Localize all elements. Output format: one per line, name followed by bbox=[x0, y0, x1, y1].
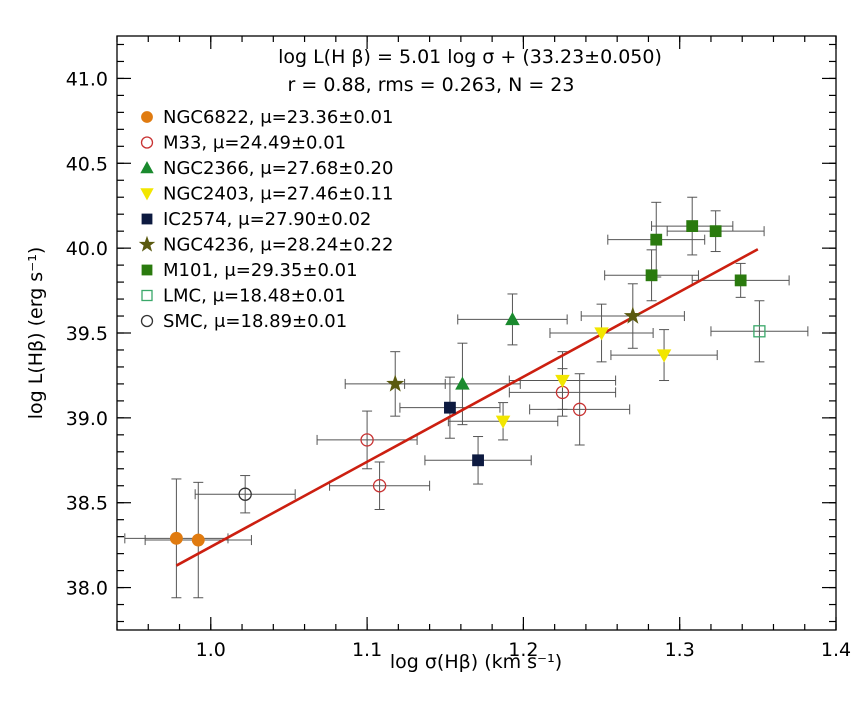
data-markers bbox=[169, 220, 766, 547]
legend-entry: NGC2403, μ=27.46±0.11 bbox=[140, 184, 393, 205]
data-point-square bbox=[141, 213, 153, 225]
axis-tick-labels: 1.0 1.1 1.2 1.3 1.4 38.0 38.5 39.0 39.5 40.0 40.5 4… bbox=[66, 68, 851, 661]
legend-label: NGC4236, μ=28.24±0.22 bbox=[163, 235, 393, 256]
data-point-triangle-down bbox=[495, 415, 511, 429]
legend-label: NGC2403, μ=27.46±0.11 bbox=[163, 184, 393, 205]
y-tick-label: 40.5 bbox=[66, 153, 108, 175]
data-point-circle bbox=[360, 433, 374, 447]
y-tick-label: 39.5 bbox=[66, 323, 108, 345]
data-point-square bbox=[141, 289, 153, 302]
data-point-square bbox=[650, 233, 663, 246]
data-point-circle bbox=[191, 533, 205, 547]
data-point-star bbox=[138, 235, 156, 252]
data-point-triangle-up bbox=[505, 311, 520, 326]
axis-ticks bbox=[116, 36, 837, 630]
data-point-square bbox=[472, 454, 484, 467]
data-point-square bbox=[686, 220, 699, 232]
y-tick-label: 38.5 bbox=[66, 493, 108, 515]
data-point-circle bbox=[169, 531, 183, 545]
data-point-circle bbox=[140, 136, 154, 149]
data-point-triangle-down bbox=[555, 374, 570, 388]
x-tick-label: 1.0 bbox=[196, 639, 226, 661]
x-tick-label: 1.1 bbox=[352, 639, 382, 661]
y-tick-label: 40.0 bbox=[66, 238, 108, 260]
data-point-circle bbox=[141, 111, 153, 123]
legend: NGC6822, μ=23.36±0.01 M33, μ=24.49±0.01 NG… bbox=[138, 107, 393, 332]
data-point-triangle-up bbox=[455, 376, 470, 390]
data-point-triangle-up bbox=[140, 161, 154, 174]
data-point-triangle-down bbox=[594, 327, 609, 341]
legend-label: NGC2366, μ=27.68±0.20 bbox=[163, 158, 393, 179]
data-point-triangle-down bbox=[656, 349, 672, 363]
legend-label: IC2574, μ=27.90±0.02 bbox=[163, 209, 371, 230]
data-point-square bbox=[444, 401, 456, 414]
x-tick-label: 1.2 bbox=[508, 639, 538, 661]
y-tick-label: 39.0 bbox=[66, 408, 108, 430]
fit-statistics: r = 0.88, rms = 0.263, N = 23 bbox=[288, 74, 575, 96]
data-point-star bbox=[386, 374, 405, 392]
legend-entry: NGC6822, μ=23.36±0.01 bbox=[141, 107, 393, 128]
data-point-square bbox=[709, 225, 722, 238]
y-tick-label: 41.0 bbox=[66, 68, 108, 90]
fit-equation: log L(H β) = 5.01 log σ + (33.23±0.050) bbox=[278, 46, 662, 68]
legend-entry: M101, μ=29.35±0.01 bbox=[141, 260, 358, 281]
legend-entry: IC2574, μ=27.90±0.02 bbox=[141, 209, 371, 230]
regression-fit-line bbox=[175, 248, 759, 567]
legend-label: LMC, μ=18.48±0.01 bbox=[163, 286, 346, 307]
data-point-square bbox=[645, 269, 658, 282]
legend-label: M33, μ=24.49±0.01 bbox=[163, 133, 346, 154]
x-axis-label: log σ(Hβ) (km s⁻¹) bbox=[390, 651, 562, 673]
y-tick-label: 38.0 bbox=[66, 578, 108, 600]
data-point-star bbox=[623, 306, 642, 324]
data-point-circle bbox=[572, 402, 587, 417]
legend-label: SMC, μ=18.89±0.01 bbox=[163, 311, 347, 332]
data-point-circle bbox=[140, 314, 154, 328]
legend-entry: LMC, μ=18.48±0.01 bbox=[141, 286, 346, 307]
x-tick-label: 1.4 bbox=[821, 639, 851, 661]
legend-label: M101, μ=29.35±0.01 bbox=[163, 260, 358, 281]
data-point-circle bbox=[238, 487, 252, 501]
legend-entry: NGC2366, μ=27.68±0.20 bbox=[140, 158, 393, 179]
data-point-square bbox=[734, 274, 747, 287]
y-axis-label: log L(Hβ) (erg s⁻¹) bbox=[25, 247, 47, 420]
x-tick-label: 1.3 bbox=[665, 639, 695, 661]
data-point-triangle-down bbox=[140, 188, 154, 201]
legend-label: NGC6822, μ=23.36±0.01 bbox=[163, 107, 393, 128]
legend-entry: NGC4236, μ=28.24±0.22 bbox=[138, 235, 393, 256]
data-point-circle bbox=[372, 479, 387, 493]
data-point-square bbox=[753, 325, 766, 338]
legend-entry: SMC, μ=18.89±0.01 bbox=[140, 311, 347, 332]
data-point-square bbox=[141, 264, 153, 276]
legend-entry: M33, μ=24.49±0.01 bbox=[140, 133, 346, 154]
